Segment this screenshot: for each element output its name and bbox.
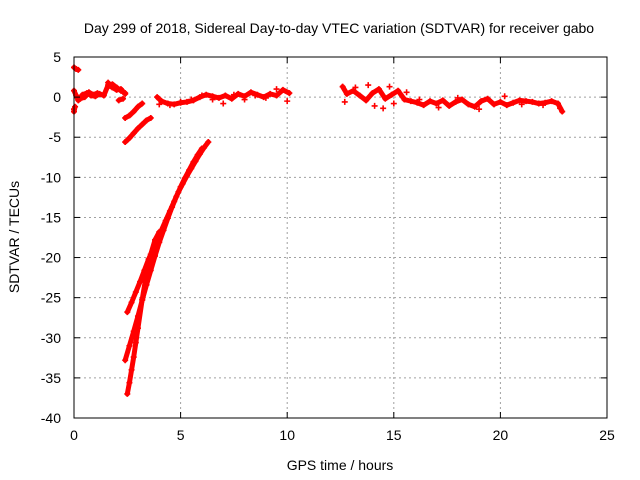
data-point-band bbox=[148, 237, 158, 257]
data-point bbox=[476, 106, 483, 113]
x-tick-label: 15 bbox=[386, 427, 402, 443]
x-tick-label: 10 bbox=[279, 427, 295, 443]
data-point-band bbox=[139, 271, 149, 302]
data-point bbox=[273, 86, 280, 93]
data-point bbox=[341, 98, 348, 105]
data-point bbox=[380, 105, 387, 112]
series-start-spike bbox=[71, 64, 82, 73]
data-points bbox=[71, 64, 566, 397]
data-point-band bbox=[148, 253, 158, 273]
series-short-track-a bbox=[122, 100, 146, 121]
y-tick-label: 0 bbox=[53, 89, 61, 105]
chart-title: Day 299 of 2018, Sidereal Day-to-day VTE… bbox=[84, 20, 594, 36]
data-point-band bbox=[135, 101, 145, 110]
grid-lines bbox=[74, 57, 607, 418]
x-tick-label: 0 bbox=[70, 427, 78, 443]
data-point bbox=[371, 102, 378, 109]
data-point-band bbox=[152, 229, 162, 243]
axis-ticks: 0 5 10 15 20 25 5 0 -5 -10 -15 -20 -25 -30 -35 -40 bbox=[41, 49, 615, 443]
series-descent-track-b bbox=[122, 145, 205, 364]
y-tick-label: -20 bbox=[41, 250, 61, 266]
data-point-band bbox=[73, 66, 81, 73]
y-tick-label: 5 bbox=[53, 49, 61, 65]
data-point bbox=[365, 82, 372, 89]
x-tick-label: 5 bbox=[177, 427, 185, 443]
data-point-band bbox=[143, 251, 154, 277]
y-tick-label: -40 bbox=[41, 410, 61, 426]
series-descent-track-a bbox=[124, 139, 212, 316]
data-point bbox=[386, 83, 393, 90]
series-daytime-4-10h bbox=[154, 86, 293, 109]
data-point bbox=[390, 100, 397, 107]
data-point bbox=[435, 104, 442, 111]
data-point-band bbox=[280, 87, 292, 96]
x-tick-label: 20 bbox=[493, 427, 509, 443]
data-point-band bbox=[126, 328, 137, 349]
y-tick-label: -5 bbox=[49, 129, 62, 145]
data-point-band bbox=[90, 90, 100, 98]
y-tick-label: -25 bbox=[41, 290, 61, 306]
data-point bbox=[501, 93, 508, 100]
data-point-band bbox=[195, 145, 205, 158]
y-axis-label: SDTVAR / TECUs bbox=[6, 181, 22, 293]
series-descent-track-c bbox=[124, 228, 163, 397]
y-tick-label: -35 bbox=[41, 370, 61, 386]
y-tick-label: -15 bbox=[41, 209, 61, 225]
data-point-band bbox=[122, 343, 132, 363]
data-point-band bbox=[116, 96, 126, 103]
data-point-band bbox=[143, 115, 154, 123]
data-point bbox=[403, 89, 410, 96]
data-point bbox=[220, 100, 227, 107]
data-point-band bbox=[135, 296, 145, 331]
series-short-track-b bbox=[122, 114, 154, 146]
x-tick-label: 25 bbox=[599, 427, 615, 443]
data-point-band bbox=[201, 139, 211, 151]
plot-frame bbox=[73, 56, 608, 419]
data-point-band bbox=[555, 101, 565, 115]
y-tick-label: -10 bbox=[41, 169, 61, 185]
data-point bbox=[284, 98, 291, 105]
x-axis-label: GPS time / hours bbox=[287, 457, 394, 473]
series-afternoon-12-23h bbox=[339, 82, 566, 115]
data-point-band bbox=[118, 88, 128, 96]
y-tick-label: -30 bbox=[41, 330, 61, 346]
